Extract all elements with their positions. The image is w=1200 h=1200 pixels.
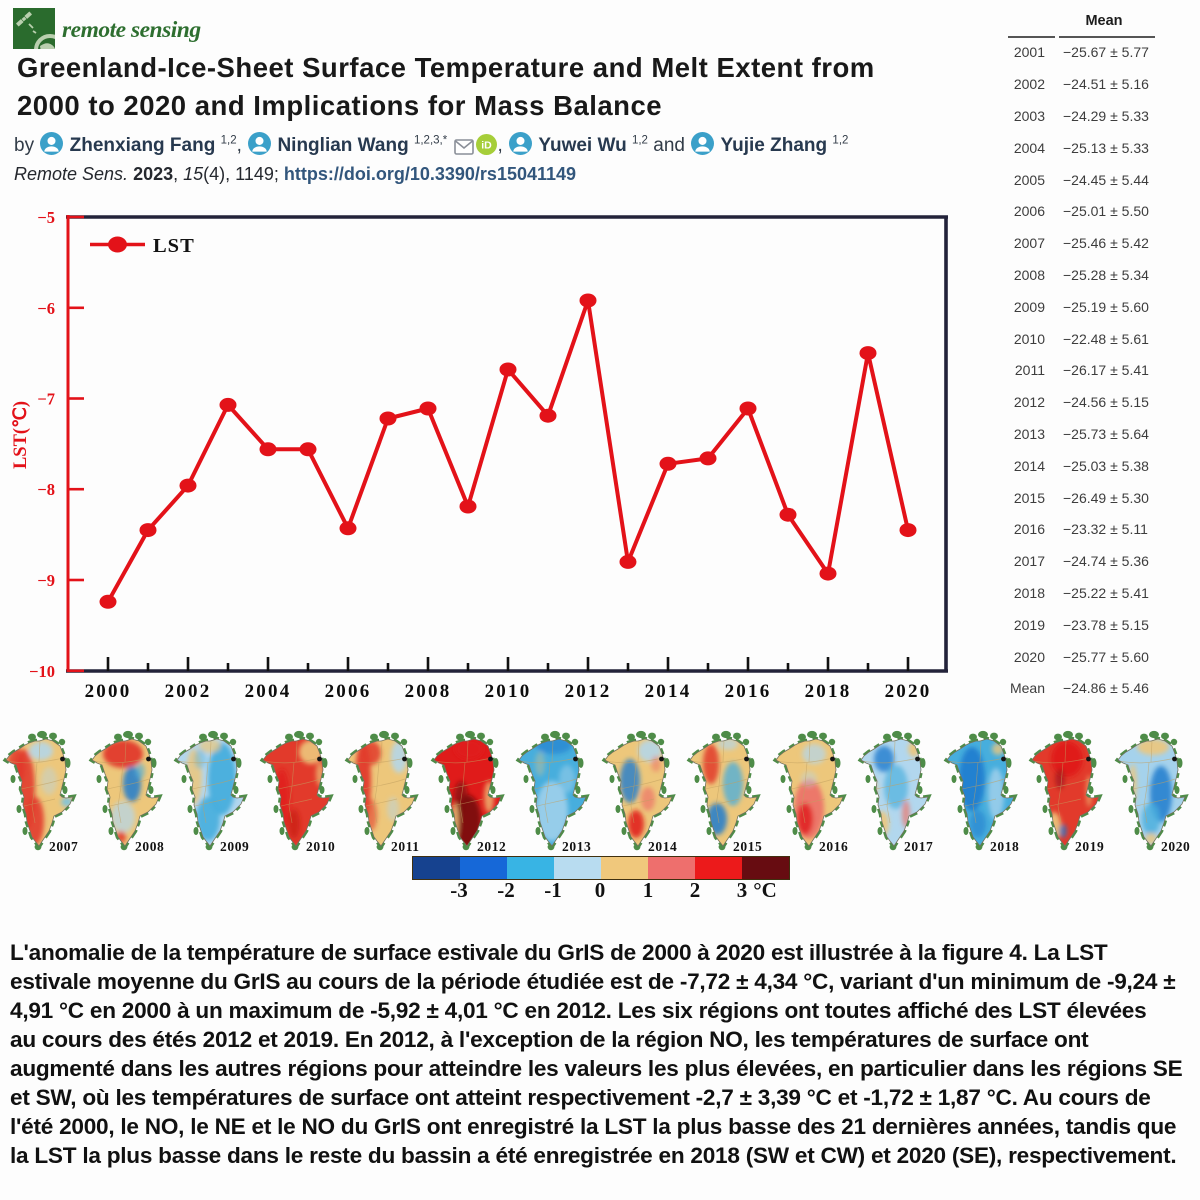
svg-text:LST: LST: [153, 235, 195, 257]
svg-text:LST(℃): LST(℃): [11, 401, 31, 469]
svg-text:2020: 2020: [885, 681, 932, 702]
svg-text:−8: −8: [37, 480, 55, 499]
svg-text:−6: −6: [37, 299, 55, 318]
svg-text:2015: 2015: [733, 839, 762, 854]
svg-text:2019: 2019: [1075, 839, 1104, 854]
svg-text:−10: −10: [29, 662, 55, 681]
svg-text:2008: 2008: [135, 839, 164, 854]
svg-text:2018: 2018: [990, 839, 1019, 854]
svg-text:2002: 2002: [165, 681, 212, 702]
svg-text:−5: −5: [37, 208, 55, 227]
svg-text:2012: 2012: [565, 681, 612, 702]
svg-text:2010: 2010: [306, 839, 335, 854]
svg-text:2000: 2000: [85, 681, 132, 702]
svg-text:2014: 2014: [645, 681, 692, 702]
svg-text:2016: 2016: [819, 839, 848, 854]
svg-text:2014: 2014: [648, 839, 677, 854]
svg-text:−7: −7: [37, 390, 55, 409]
svg-text:2007: 2007: [49, 839, 78, 854]
svg-text:2006: 2006: [325, 681, 372, 702]
svg-text:2017: 2017: [904, 839, 933, 854]
svg-text:2008: 2008: [405, 681, 452, 702]
svg-text:2010: 2010: [485, 681, 532, 702]
svg-text:2004: 2004: [245, 681, 292, 702]
svg-text:2009: 2009: [220, 839, 249, 854]
svg-text:2013: 2013: [562, 839, 591, 854]
svg-text:2020: 2020: [1161, 839, 1190, 854]
svg-text:−9: −9: [37, 571, 55, 590]
svg-text:2016: 2016: [725, 681, 772, 702]
svg-text:iD: iD: [481, 139, 492, 151]
svg-text:2018: 2018: [805, 681, 852, 702]
svg-text:2011: 2011: [391, 839, 420, 854]
svg-text:2012: 2012: [477, 839, 506, 854]
